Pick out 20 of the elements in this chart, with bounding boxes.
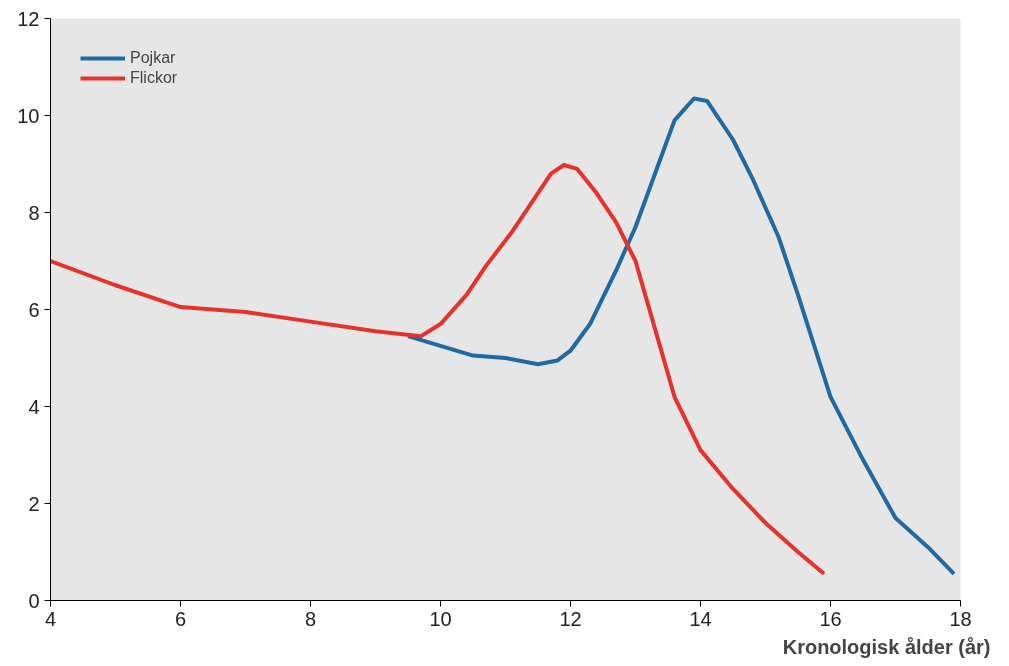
y-tick-label: 0 (28, 589, 40, 612)
x-tick-label: 18 (949, 607, 972, 630)
y-tick-label: 10 (17, 104, 40, 127)
y-tick-label: 8 (28, 201, 40, 224)
x-tick-label: 6 (174, 607, 187, 630)
y-tick-label: 4 (28, 395, 40, 418)
x-tick-label: 16 (819, 607, 842, 630)
x-tick-label: 10 (429, 607, 452, 630)
x-axis-title: Kronologisk ålder (år) (782, 635, 991, 658)
x-tick-label: 8 (304, 607, 317, 630)
x-tick-label: 14 (689, 607, 712, 630)
line-series (50, 162, 826, 576)
legend-label: Flickor (130, 69, 178, 87)
x-tick-label: 12 (559, 607, 582, 630)
y-tick-label: 6 (28, 298, 40, 321)
x-tick-label: 4 (44, 607, 57, 630)
y-tick-label: 2 (28, 492, 40, 515)
y-tick-label: 12 (17, 7, 40, 30)
legend-label: Pojkar (130, 49, 176, 67)
line-series (406, 96, 956, 576)
